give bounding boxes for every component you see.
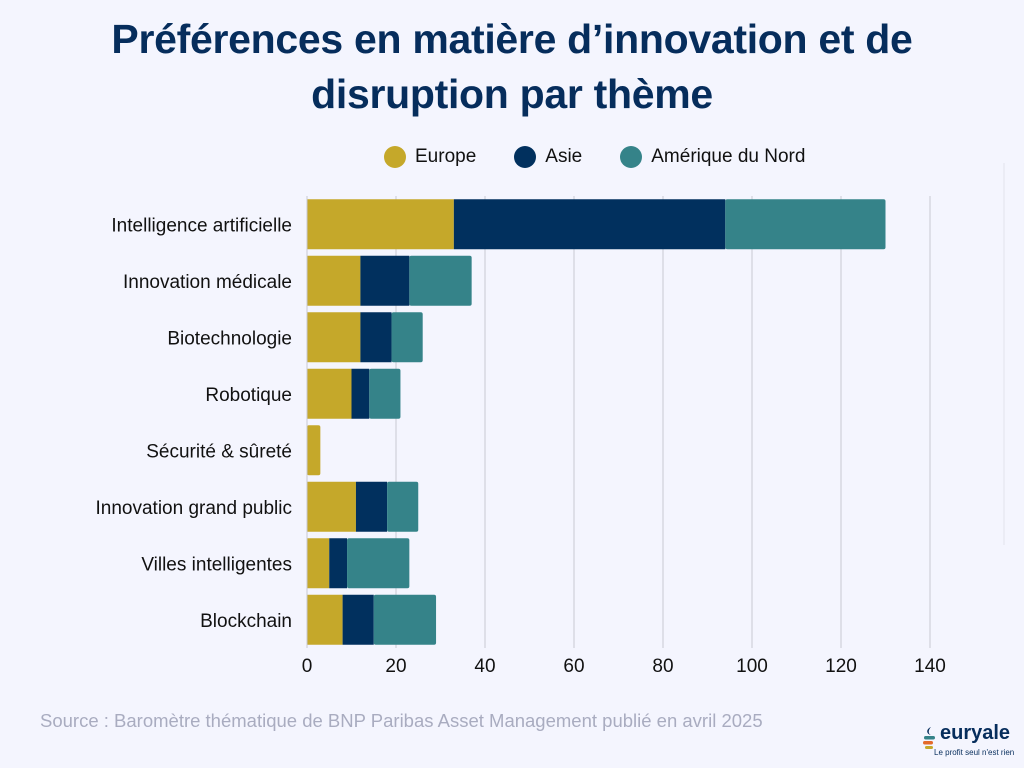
bar-innovation-grand-public-amerique-du-nord: [387, 481, 419, 532]
bar-villes-intelligentes-asie: [329, 538, 348, 589]
legend-swatch-europe: [384, 146, 406, 168]
logo-mark-icon: [923, 727, 935, 749]
category-label-securite-surete: Sécurité & sûreté: [146, 441, 292, 462]
legend-swatch-amerique-du-nord: [620, 146, 643, 168]
bar-robotique-europe: [307, 368, 352, 419]
title-line-2: disruption par thème: [311, 71, 713, 117]
bar-intelligence-artificielle-asie: [453, 199, 726, 250]
bar-villes-intelligentes-europe: [307, 538, 330, 589]
legend-swatch-asie: [514, 146, 537, 168]
x-tick-label-20: 20: [385, 656, 406, 677]
legend-item-asie: Asie: [514, 146, 582, 168]
bar-innovation-grand-public-europe: [307, 481, 356, 532]
x-tick-label-60: 60: [563, 656, 584, 677]
chart-title: Préférences en matière d’innovation et d…: [0, 12, 1024, 122]
bar-robotique-asie: [351, 368, 370, 419]
x-tick-label-40: 40: [474, 656, 495, 677]
source-note: Source : Baromètre thématique de BNP Par…: [40, 710, 763, 731]
legend-item-europe: Europe: [384, 146, 476, 168]
category-label-robotique: Robotique: [205, 385, 292, 406]
bar-intelligence-artificielle-europe: [307, 199, 454, 250]
bar-biotechnologie-asie: [360, 312, 392, 363]
euryale-logo: euryale Le profit seul n'est rien: [922, 722, 1014, 762]
bar-innovation-medicale-asie: [360, 255, 410, 306]
legend: Europe Asie Amérique du Nord: [384, 146, 843, 168]
x-tick-label-100: 100: [736, 656, 768, 677]
logo-wordmark: euryale: [940, 722, 1011, 744]
bar-blockchain-amerique-du-nord: [373, 594, 437, 645]
bar-blockchain-asie: [342, 594, 374, 645]
legend-label-asie: Asie: [545, 146, 583, 167]
bar-villes-intelligentes-amerique-du-nord: [347, 538, 410, 589]
category-label-intelligence-artificielle: Intelligence artificielle: [111, 215, 292, 236]
bar-robotique-amerique-du-nord: [369, 368, 401, 419]
category-label-blockchain: Blockchain: [200, 611, 292, 632]
bar-biotechnologie-europe: [307, 312, 361, 363]
bar-chart: Intelligence artificielle Innovation médi…: [96, 163, 1005, 677]
legend-item-amerique-du-nord: Amérique du Nord: [620, 146, 805, 168]
x-tick-label-0: 0: [302, 656, 313, 677]
bar-intelligence-artificielle-amerique-du-nord: [725, 199, 886, 250]
x-tick-label-140: 140: [914, 656, 946, 677]
legend-label-europe: Europe: [415, 146, 477, 167]
category-label-biotechnologie: Biotechnologie: [167, 328, 292, 349]
legend-label-amerique-du-nord: Amérique du Nord: [651, 146, 806, 167]
bar-securite-surete-europe: [307, 425, 321, 476]
bar-innovation-grand-public-asie: [355, 481, 388, 532]
bar-innovation-medicale-europe: [307, 255, 361, 306]
x-tick-label-80: 80: [652, 656, 673, 677]
category-label-innovation-medicale: Innovation médicale: [123, 272, 292, 293]
title-line-1: Préférences en matière d’innovation et d…: [111, 16, 913, 62]
category-label-innovation-grand-public: Innovation grand public: [96, 498, 292, 519]
bar-innovation-medicale-amerique-du-nord: [409, 255, 472, 306]
x-tick-label-120: 120: [825, 656, 857, 677]
category-label-villes-intelligentes: Villes intelligentes: [141, 554, 292, 575]
bar-biotechnologie-amerique-du-nord: [391, 312, 423, 363]
logo-tagline: Le profit seul n'est rien: [934, 748, 1015, 757]
bar-blockchain-europe: [307, 594, 343, 645]
